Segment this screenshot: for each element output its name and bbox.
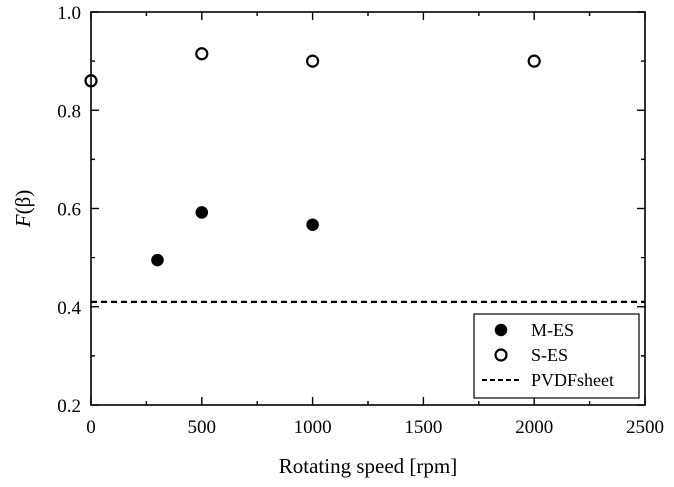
plot-frame bbox=[90, 11, 646, 406]
legend-marker-s-es bbox=[494, 348, 508, 362]
data-point-s-es bbox=[195, 47, 209, 61]
y-axis-title: F(β) bbox=[11, 190, 35, 229]
tick-labels: 0 500 1000 1500 2000 2500 0.2 0.4 0.6 0.8 1.0 bbox=[57, 3, 664, 438]
x-tick-label: 1000 bbox=[294, 417, 332, 438]
legend: M-ES S-ES PVDFsheet bbox=[473, 313, 640, 399]
y-tick-label: 0.8 bbox=[57, 101, 81, 122]
x-tick-label: 0 bbox=[86, 417, 96, 438]
x-tick-label: 500 bbox=[188, 417, 217, 438]
legend-label-m-es: M-ES bbox=[531, 320, 574, 340]
y-axis-title-italic: F bbox=[11, 214, 35, 228]
x-axis-title: Rotating speed [rpm] bbox=[279, 454, 457, 478]
y-tick-label: 0.6 bbox=[57, 200, 81, 221]
data-point-m-es bbox=[151, 253, 164, 267]
x-tick-label: 2500 bbox=[626, 417, 664, 438]
x-tick-label: 2000 bbox=[515, 417, 553, 438]
x-tick-label: 1500 bbox=[404, 417, 442, 438]
y-tick-label: 0.4 bbox=[57, 298, 81, 319]
y-tick-label: 0.2 bbox=[57, 396, 81, 417]
data-point-s-es bbox=[527, 54, 541, 68]
data-point-m-es bbox=[306, 218, 319, 231]
legend-label-s-es: S-ES bbox=[531, 345, 568, 365]
legend-marker-m-es bbox=[494, 323, 508, 337]
data-point-s-es bbox=[306, 54, 320, 68]
legend-label-pvdfsheet: PVDFsheet bbox=[531, 370, 614, 390]
y-axis-title-rest: (β) bbox=[11, 190, 35, 215]
y-tick-label: 1.0 bbox=[57, 3, 81, 24]
data-points bbox=[84, 47, 541, 267]
data-point-m-es bbox=[195, 206, 209, 219]
